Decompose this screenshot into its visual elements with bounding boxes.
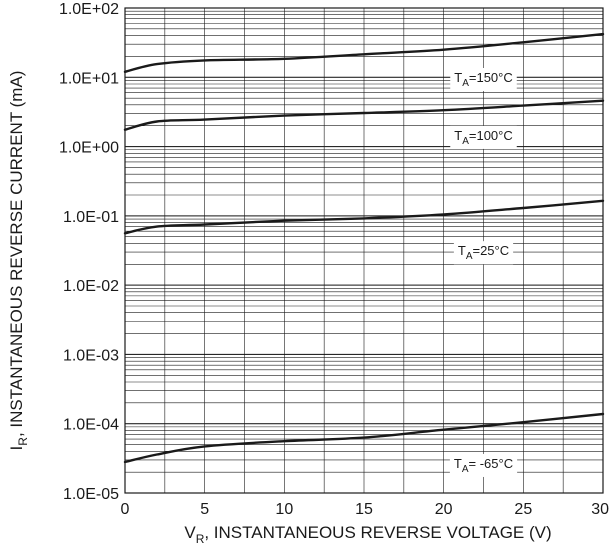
series-line-100c [123, 99, 605, 131]
series-label-background [450, 68, 517, 92]
series-label-main: T [454, 128, 462, 143]
y-tick-label: 1.0E+02 [59, 1, 119, 18]
series-label-text: TA= -65°C [454, 456, 513, 475]
y-axis-label-main: I [7, 446, 26, 451]
series-label-150c: TA=150°C [450, 68, 517, 92]
series-label-main: T [454, 456, 462, 471]
x-tick-label: 5 [200, 501, 209, 518]
y-axis-label-sub: R [16, 437, 30, 446]
series-group [123, 32, 605, 464]
y-tick-label: 1.0E-01 [63, 209, 119, 226]
y-tick-labels: 1.0E-05 1.0E-04 1.0E-03 1.0E-02 1.0E-01 1.0E+… [59, 1, 119, 503]
series-label-background [449, 453, 518, 477]
x-axis-label-main: V [184, 523, 196, 542]
y-tick-label: 1.0E+00 [59, 140, 119, 157]
series-line-25c [123, 199, 605, 235]
series-line-150c [123, 32, 605, 73]
y-tick-label: 1.0E-04 [63, 417, 119, 434]
y-tick-label: 1.0E+01 [59, 70, 119, 87]
series-label-main: T [454, 70, 462, 85]
y-axis-label-rest: , INSTANTANEOUS REVERSE CURRENT (mA) [7, 71, 26, 437]
series-label-background [450, 125, 517, 149]
series-label-sub: A [462, 464, 469, 475]
series-label-rest: = -65°C [469, 456, 514, 471]
x-tick-label: 0 [121, 501, 130, 518]
y-tick-label: 1.0E-03 [63, 347, 119, 364]
plot-frame [124, 7, 604, 494]
y-axis-label: IR, INSTANTANEOUS REVERSE CURRENT (mA) [7, 71, 30, 451]
series-label-sub: A [462, 78, 469, 89]
series-label-rest: =25°C [472, 243, 509, 258]
series-label-sub: A [466, 251, 473, 262]
x-axis-label-rest: , INSTANTANEOUS REVERSE VOLTAGE (V) [204, 523, 551, 542]
y-tick-label: 1.0E-05 [63, 486, 119, 503]
series-label-main: T [458, 243, 466, 258]
series-label-rest: =100°C [469, 128, 513, 143]
x-tick-label: 30 [591, 501, 609, 518]
x-tick-label: 10 [275, 501, 293, 518]
series-labels: TA=150°CTA=100°CTA=25°CTA= -65°C [449, 68, 518, 477]
series-label-100c: TA=100°C [450, 125, 517, 149]
series-label-25c: TA=25°C [453, 241, 514, 265]
series-label-sub: A [462, 136, 469, 147]
x-tick-labels: 0 5 10 15 20 25 30 [121, 501, 610, 518]
x-tick-label: 20 [435, 501, 453, 518]
series-label-text: TA=25°C [458, 243, 509, 262]
y-tick-label: 1.0E-02 [63, 278, 119, 295]
series-label-rest: =150°C [469, 70, 513, 85]
x-axis-label: VR, INSTANTANEOUS REVERSE VOLTAGE (V) [184, 523, 551, 546]
series-line--65c [123, 412, 605, 464]
series-label--65c: TA= -65°C [449, 453, 518, 477]
x-axis-label-sub: R [196, 532, 205, 546]
x-tick-label: 25 [514, 501, 532, 518]
grid [125, 8, 603, 493]
series-label-text: TA=150°C [454, 70, 513, 89]
series-label-text: TA=100°C [454, 128, 513, 147]
x-tick-label: 15 [355, 501, 373, 518]
series-label-background [453, 241, 514, 265]
